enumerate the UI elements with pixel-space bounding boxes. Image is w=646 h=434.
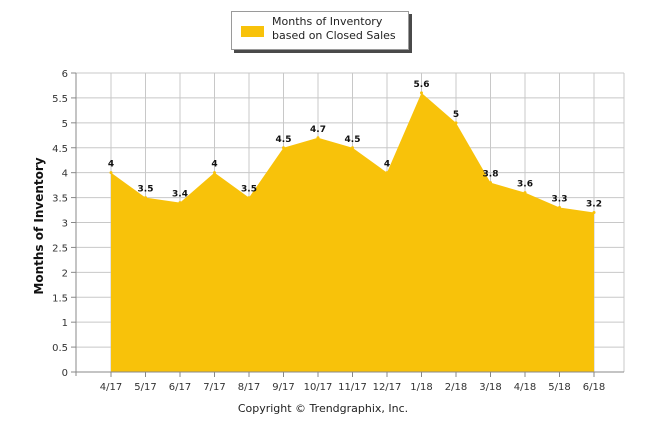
x-tick-label: 5/18 xyxy=(548,382,570,393)
y-axis-title: Months of Inventory xyxy=(32,157,46,294)
data-point xyxy=(144,196,147,200)
data-label: 4 xyxy=(108,160,114,170)
x-tick-label: 12/17 xyxy=(373,382,402,393)
copyright-text: Copyright © Trendgraphix, Inc. xyxy=(237,402,409,415)
y-tick-label: 1.5 xyxy=(52,293,68,304)
data-label: 3.3 xyxy=(552,195,568,205)
data-label: 3.2 xyxy=(586,200,602,210)
data-point xyxy=(592,211,596,215)
data-point xyxy=(178,201,182,205)
data-point xyxy=(558,206,561,210)
y-tick-label: 3 xyxy=(62,219,68,230)
data-point xyxy=(351,146,354,150)
data-label: 3.8 xyxy=(483,170,499,180)
x-tick-label: 11/17 xyxy=(338,382,367,393)
data-label: 4.5 xyxy=(345,135,361,145)
data-label: 5 xyxy=(453,110,459,120)
y-tick-label: 3.5 xyxy=(52,194,68,205)
legend-swatch xyxy=(241,26,264,37)
data-point xyxy=(213,171,216,175)
data-point xyxy=(247,196,251,200)
y-tick-label: 5.5 xyxy=(52,94,68,105)
legend: Months of Inventory based on Closed Sale… xyxy=(231,11,409,50)
plot-area xyxy=(109,91,596,372)
y-tick-labels: 0 0.5 1 1.5 2 2.5 3 3.5 4 4.5 5 5.5 6 xyxy=(52,69,68,379)
data-point xyxy=(420,91,423,95)
data-label: 4 xyxy=(211,160,217,170)
x-tick-label: 4/18 xyxy=(514,382,536,393)
data-label: 3.5 xyxy=(241,185,257,195)
x-tick-label: 7/17 xyxy=(203,382,225,393)
y-tick-label: 2 xyxy=(62,268,68,279)
x-tick-label: 10/17 xyxy=(304,382,333,393)
data-point xyxy=(523,191,527,195)
x-tick-label: 3/18 xyxy=(479,382,501,393)
y-tick-label: 0.5 xyxy=(52,343,68,354)
axes xyxy=(75,73,624,377)
data-label: 4.5 xyxy=(276,135,292,145)
y-tick-label: 5 xyxy=(62,119,68,130)
data-point xyxy=(282,146,285,150)
data-point xyxy=(316,136,320,140)
data-point xyxy=(385,171,389,175)
data-point xyxy=(489,181,492,185)
x-tick-labels: 4/17 5/17 6/17 7/17 8/17 9/17 10/17 11/17 12/17 1… xyxy=(100,382,605,393)
y-tick-label: 0 xyxy=(62,368,68,379)
x-tick-label: 6/17 xyxy=(169,382,191,393)
x-tick-label: 5/17 xyxy=(134,382,156,393)
x-tick-label: 6/18 xyxy=(583,382,605,393)
x-tick-label: 8/17 xyxy=(238,382,260,393)
x-tick-label: 1/18 xyxy=(410,382,432,393)
data-label: 4.7 xyxy=(310,125,326,135)
x-tick-label: 2/18 xyxy=(445,382,467,393)
data-label: 4 xyxy=(384,160,390,170)
data-label: 3.5 xyxy=(138,185,154,195)
y-tick-label: 2.5 xyxy=(52,243,68,254)
legend-label: Months of Inventory based on Closed Sale… xyxy=(272,15,396,42)
x-tick-label: 9/17 xyxy=(272,382,294,393)
x-tick-label: 4/17 xyxy=(100,382,122,393)
series-area xyxy=(111,92,594,372)
data-label: 5.6 xyxy=(414,80,430,90)
y-tick-label: 4.5 xyxy=(52,144,68,155)
data-point xyxy=(109,171,113,175)
y-tick-label: 1 xyxy=(62,318,68,329)
y-tick-label: 4 xyxy=(62,169,68,180)
data-label: 3.6 xyxy=(517,180,533,190)
y-tick-label: 6 xyxy=(62,69,68,80)
data-labels: 4 3.5 3.4 4 3.5 4.5 4.7 4.5 4 5.6 5 3.8 3.6 3.3 3.2 xyxy=(108,80,602,210)
data-label: 3.4 xyxy=(172,190,188,200)
data-point xyxy=(454,121,458,125)
